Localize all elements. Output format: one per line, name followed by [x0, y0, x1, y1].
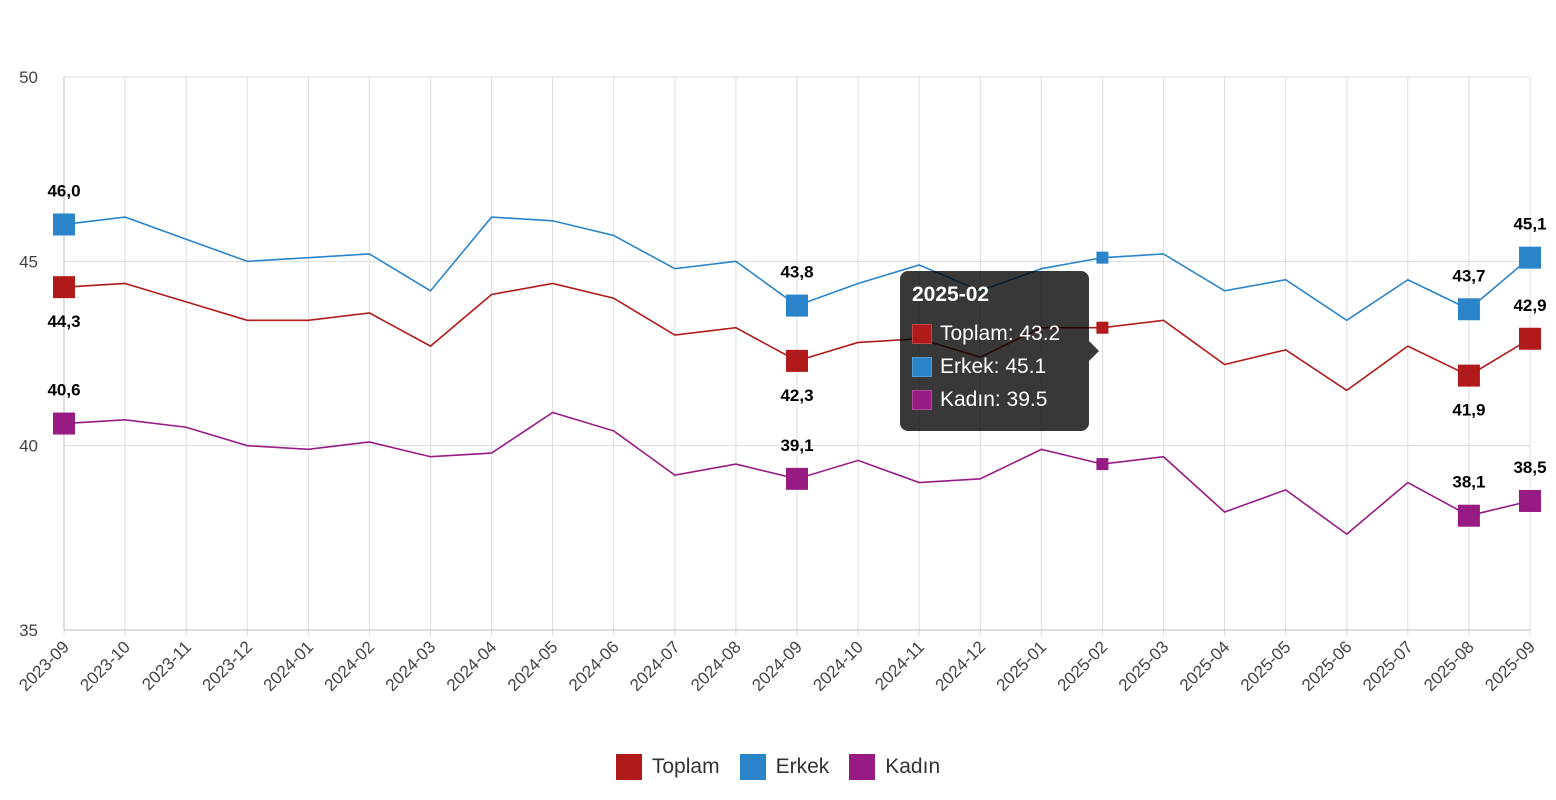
highlighted-point	[1096, 321, 1109, 334]
highlighted-point	[1096, 458, 1109, 471]
data-label: 41,9	[1452, 401, 1485, 420]
x-tick-label: 2024-04	[443, 637, 501, 695]
tooltip-row-toplam: Toplam: 43.2	[912, 317, 1077, 350]
x-tick-label: 2024-09	[748, 637, 806, 695]
data-label: 39,1	[780, 436, 813, 455]
x-tick-label: 2025-03	[1115, 637, 1173, 695]
data-point-marker	[1457, 298, 1480, 321]
data-point-marker	[1457, 364, 1480, 387]
legend-item-erkek[interactable]: Erkek	[739, 754, 830, 780]
data-point-marker	[53, 213, 75, 236]
x-tick-label: 2023-12	[199, 637, 257, 695]
tooltip: 2025-02 Toplam: 43.2 Erkek: 45.1 Kadın: …	[900, 271, 1099, 431]
tooltip-title: 2025-02	[912, 283, 990, 306]
x-tick-label: 2025-04	[1176, 637, 1234, 695]
legend-label: Toplam	[651, 755, 720, 778]
data-point-marker	[1519, 246, 1541, 269]
data-label: 45,1	[1513, 215, 1546, 234]
highlighted-point	[1096, 251, 1109, 264]
x-tick-label: 2024-02	[321, 637, 379, 695]
data-point-marker	[53, 412, 75, 435]
toplam-swatch-icon	[912, 323, 932, 344]
data-point-marker	[53, 276, 75, 299]
legend: Toplam Erkek Kadın	[0, 754, 1556, 780]
y-tick-label: 40	[19, 437, 38, 456]
x-tick-label: 2024-10	[809, 637, 867, 695]
x-tick-label: 2024-03	[382, 637, 440, 695]
x-tick-label: 2025-06	[1298, 637, 1356, 695]
data-point-marker	[1519, 327, 1541, 350]
data-point-marker	[786, 467, 808, 490]
legend-label: Kadın	[885, 755, 941, 778]
data-point-marker	[786, 294, 808, 317]
legend-item-toplam[interactable]: Toplam	[615, 754, 720, 780]
x-tick-label: 2024-01	[260, 637, 318, 695]
data-label: 44,3	[47, 312, 80, 331]
data-point-marker	[1519, 489, 1541, 512]
x-tick-label: 2023-11	[138, 637, 195, 694]
legend-label: Erkek	[775, 755, 830, 778]
y-tick-label: 50	[19, 68, 38, 87]
x-tick-label: 2024-08	[687, 637, 745, 695]
kadin-swatch-icon	[912, 389, 932, 410]
x-tick-label: 2025-02	[1054, 637, 1112, 695]
x-tick-label: 2025-08	[1420, 637, 1478, 695]
x-tick-label: 2025-09	[1481, 637, 1539, 695]
tooltip-text: Erkek: 45.1	[940, 354, 1047, 378]
erkek-legend-icon	[739, 754, 766, 780]
data-label: 38,5	[1513, 458, 1546, 477]
tooltip-row-kadin: Kadın: 39.5	[912, 383, 1077, 416]
kadin-legend-icon	[849, 754, 876, 780]
data-point-marker	[786, 349, 808, 372]
x-tick-label: 2023-10	[76, 637, 134, 695]
data-label: 43,7	[1452, 266, 1485, 285]
toplam-legend-icon	[615, 754, 642, 780]
x-tick-label: 2025-07	[1359, 637, 1417, 695]
tooltip-text: Toplam: 43.2	[940, 321, 1061, 345]
tooltip-text: Kadın: 39.5	[940, 387, 1048, 411]
data-label: 46,0	[47, 181, 80, 200]
data-label: 42,3	[780, 386, 813, 405]
x-tick-label: 2024-06	[565, 637, 623, 695]
y-tick-label: 45	[19, 252, 38, 271]
x-tick-label: 2024-12	[932, 637, 990, 695]
tooltip-row-erkek: Erkek: 45.1	[912, 350, 1077, 383]
erkek-swatch-icon	[912, 356, 932, 377]
x-tick-label: 2025-05	[1237, 637, 1295, 695]
y-tick-label: 35	[19, 621, 38, 640]
data-label: 43,8	[780, 263, 813, 282]
x-tick-label: 2025-01	[993, 637, 1051, 695]
x-tick-label: 2024-07	[626, 637, 684, 695]
data-label: 40,6	[47, 381, 80, 400]
data-point-marker	[1457, 504, 1480, 527]
data-label: 42,9	[1513, 296, 1546, 315]
x-tick-label: 2024-11	[871, 637, 928, 694]
x-tick-label: 2023-09	[15, 637, 73, 695]
legend-item-kadin[interactable]: Kadın	[849, 754, 940, 780]
x-tick-label: 2024-05	[504, 637, 562, 695]
data-label: 38,1	[1452, 473, 1485, 492]
